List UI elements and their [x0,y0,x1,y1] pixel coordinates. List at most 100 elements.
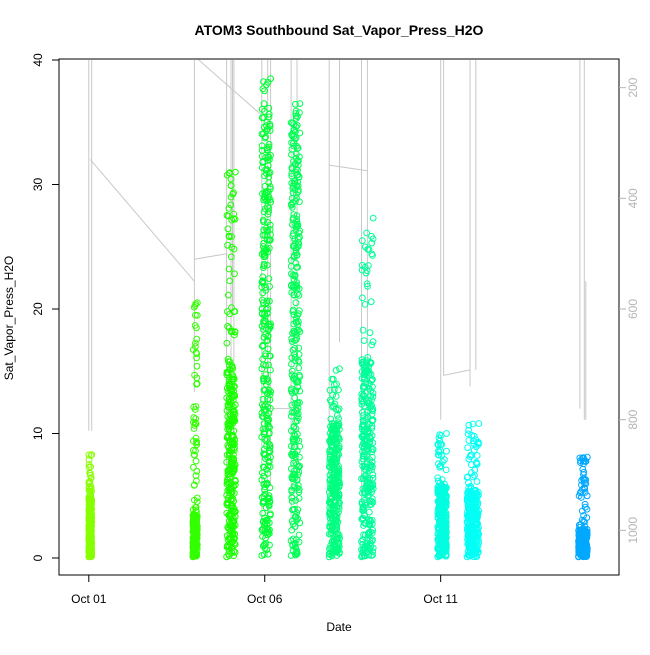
data-point [369,252,376,259]
data-point [288,442,295,450]
data-point [289,130,297,137]
data-point [296,443,304,450]
series-group [358,214,377,561]
data-point [473,533,481,540]
data-point [263,309,271,317]
data-point [287,257,295,264]
data-point [288,498,296,505]
data-point [334,518,342,526]
data-point [226,447,234,455]
data-point [434,553,442,561]
data-point [582,552,590,560]
data-point [260,218,267,226]
data-point [290,242,298,250]
data-point [193,312,201,319]
data-point [442,499,450,506]
data-point [292,299,300,307]
data-point [193,380,201,388]
data-point [363,425,371,433]
y2-tick-label: 1000 [626,517,640,544]
data-point [436,479,444,487]
data-point [290,431,298,438]
data-point [359,462,367,470]
data-point [86,550,94,557]
data-point [292,453,299,461]
data-point [288,360,295,368]
data-point [261,172,268,180]
data-point [361,375,369,383]
data-point [468,537,476,545]
data-point [365,516,373,524]
data-point [231,541,239,548]
data-point [290,311,298,319]
data-point [288,270,295,278]
data-point [369,407,377,415]
data-point [224,241,232,249]
data-point [259,85,267,93]
data-point [229,440,237,447]
data-point [290,252,298,260]
data-point [293,218,301,226]
data-point [581,500,589,508]
data-point [262,318,270,325]
data-point [260,260,268,268]
pressure-trace-line [443,369,471,376]
data-point [288,494,296,502]
data-point [86,469,93,477]
data-point [190,403,198,411]
data-point [329,530,337,538]
data-point [473,478,481,485]
data-point [231,476,239,484]
data-point [193,299,201,307]
data-point [87,530,95,538]
data-point [258,309,266,317]
data-point [265,492,273,500]
series-group [85,451,96,561]
data-point [291,271,299,279]
data-point [369,338,377,346]
data-point [264,420,272,428]
data-point [190,518,198,526]
data-point [260,196,268,204]
data-point [260,239,268,247]
data-point [262,406,270,414]
data-point [228,363,236,371]
data-point [288,401,296,409]
data-point [295,233,303,241]
data-point [226,277,234,285]
data-point [292,100,299,108]
data-point [259,425,267,433]
data-point [227,182,235,189]
x-axis-label: Date [326,620,352,634]
data-point [262,504,270,512]
data-point [368,417,376,424]
data-point [328,458,336,466]
data-point [363,548,371,556]
data-point [295,488,303,496]
data-point [365,508,373,516]
data-point [363,267,371,275]
data-point [228,243,236,251]
data-point [333,454,341,462]
data-point [292,376,300,384]
data-points-layer [85,75,591,561]
data-point [368,239,376,247]
data-point [362,365,370,372]
data-point [291,394,299,402]
data-point [192,447,199,455]
data-point [260,472,268,480]
data-point [294,113,301,120]
data-point [88,496,96,503]
data-point [266,283,274,290]
data-point [335,386,342,394]
data-point [87,483,95,491]
data-point [359,514,367,522]
data-point [335,415,343,423]
data-point [358,237,366,245]
data-point [290,422,298,430]
data-point [231,270,238,278]
data-point [294,310,302,318]
data-point [289,435,297,443]
data-point [193,513,201,520]
data-point [583,453,591,461]
